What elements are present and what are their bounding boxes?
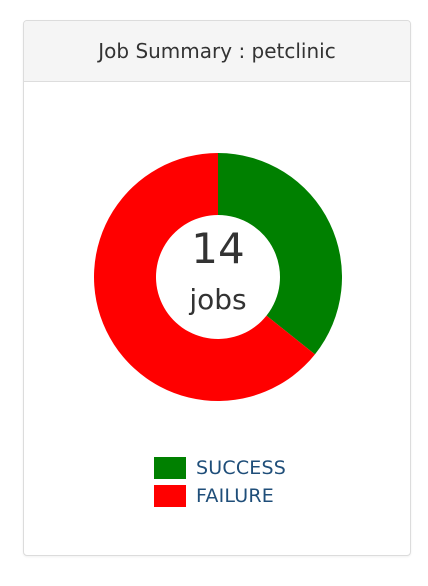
legend-label-success: SUCCESS: [196, 457, 287, 479]
panel-title: Job Summary : petclinic: [98, 39, 336, 63]
legend-swatch-success: [154, 457, 186, 479]
donut-slice-failure[interactable]: [94, 153, 315, 401]
donut-center-label: 14 jobs: [94, 153, 342, 401]
job-count-unit: jobs: [189, 283, 247, 316]
donut-slice-success[interactable]: [218, 153, 342, 355]
panel-header: Job Summary : petclinic: [24, 21, 410, 82]
chart-legend: SUCCESS FAILURE: [154, 454, 286, 510]
legend-swatch-failure: [154, 485, 186, 507]
donut-chart: 14 jobs: [94, 153, 342, 401]
job-summary-panel: Job Summary : petclinic 14 jobs SUCCESS …: [23, 20, 411, 556]
legend-item-success[interactable]: SUCCESS: [154, 454, 286, 482]
legend-label-failure: FAILURE: [196, 485, 274, 507]
job-count: 14: [191, 224, 245, 273]
legend-item-failure[interactable]: FAILURE: [154, 482, 286, 510]
donut-chart-svg: [94, 153, 342, 401]
